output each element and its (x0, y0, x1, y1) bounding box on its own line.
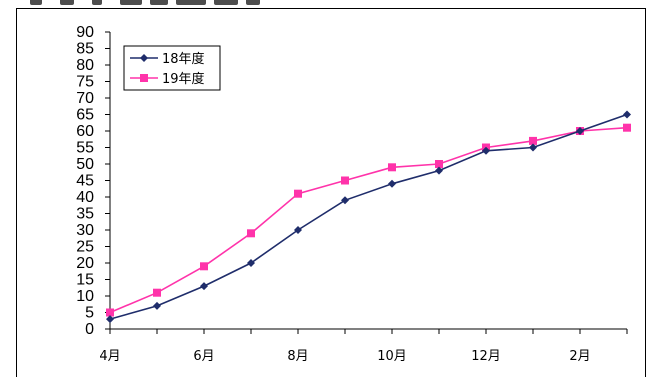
data-point-diamond (247, 259, 255, 267)
data-point-diamond (576, 127, 584, 135)
data-point-diamond (388, 179, 396, 188)
y-tick-label: 35 (76, 206, 94, 223)
y-tick-label: 40 (76, 189, 94, 206)
legend-box (123, 45, 221, 91)
data-point-diamond (106, 315, 114, 324)
data-point-diamond (153, 301, 161, 310)
data-point-square (435, 160, 443, 168)
x-tick-label: 8月 (287, 349, 308, 364)
data-point-square (247, 229, 255, 238)
data-point-square (106, 308, 114, 317)
series-19年度 (106, 123, 631, 317)
y-tick-label: 25 (76, 239, 94, 256)
y-tick-label: 80 (76, 57, 94, 74)
y-tick-label: 90 (76, 24, 94, 41)
data-point-square (341, 176, 349, 185)
x-tick-label: 10月 (377, 349, 407, 364)
series-line (109, 113, 628, 320)
data-point-diamond (482, 146, 490, 155)
y-tick-label: 20 (76, 255, 94, 272)
y-tick-label: 5 (85, 305, 94, 322)
legend-marker-diamond (140, 54, 148, 62)
data-point-square (388, 163, 396, 172)
data-point-diamond (341, 196, 349, 205)
data-point-diamond (294, 226, 302, 234)
data-point-diamond (623, 110, 631, 119)
series-line (109, 126, 628, 314)
y-tick-label: 50 (76, 156, 94, 173)
y-tick-label: 15 (76, 272, 94, 289)
y-tick-label: 0 (85, 321, 94, 338)
y-tick-label: 55 (76, 140, 94, 157)
data-point-square (529, 136, 537, 145)
series-18年度 (106, 110, 631, 324)
data-point-square (294, 189, 302, 198)
data-point-diamond (200, 282, 208, 291)
legend: 18年度 19年度 (123, 45, 221, 91)
x-tick-label: 12月 (471, 349, 501, 364)
y-tick-label: 30 (76, 222, 94, 239)
data-point-diamond (529, 143, 537, 152)
data-point-square (153, 288, 161, 297)
data-point-square (200, 262, 208, 271)
y-tick-label: 60 (76, 123, 94, 140)
y-tick-label: 10 (76, 288, 94, 305)
y-tick-label: 85 (76, 41, 94, 58)
y-tick-label: 70 (76, 90, 94, 107)
y-tick-label: 45 (76, 173, 94, 190)
data-point-diamond (435, 166, 443, 175)
legend-marker-square (140, 74, 148, 82)
x-tick-label: 2月 (569, 349, 590, 364)
legend-label: 18年度 (162, 51, 205, 67)
data-point-square (623, 123, 631, 132)
legend-label: 19年度 (162, 71, 205, 87)
y-tick-label: 65 (76, 107, 94, 124)
series-layer (106, 110, 631, 324)
y-tick-label: 75 (76, 74, 94, 91)
cropped-header-strip (0, 0, 663, 8)
x-tick-label: 6月 (193, 349, 214, 364)
x-tick-label: 4月 (99, 349, 120, 364)
